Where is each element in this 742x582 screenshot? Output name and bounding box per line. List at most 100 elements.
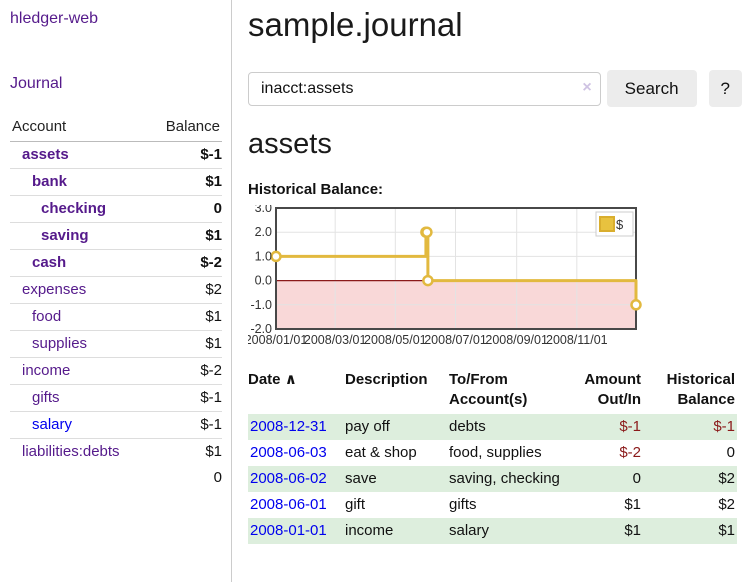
svg-text:$: $ <box>616 217 624 232</box>
account-balance: $-1 <box>148 384 222 412</box>
account-balance: $-1 <box>148 411 222 439</box>
account-balance: $1 <box>148 303 222 331</box>
register-row: 2008-01-01 income salary $1 $1 <box>248 518 737 544</box>
date-header-label: Date <box>248 371 281 388</box>
svg-text:1.0: 1.0 <box>255 249 272 263</box>
sort-ascending-icon: ∧ <box>284 371 297 388</box>
svg-text:0.0: 0.0 <box>255 274 272 288</box>
transaction-balance: $2 <box>718 496 735 513</box>
register-header-amount: Amount Out/In <box>584 371 641 408</box>
account-balance: $1 <box>148 222 222 250</box>
main-content: sample.journal × Search ? assets Histori… <box>245 0 742 582</box>
account-row: saving $1 <box>10 222 222 250</box>
transaction-description: eat & shop <box>345 444 417 461</box>
register-row: 2008-12-31 pay off debts $-1 $-1 <box>248 414 737 440</box>
account-link-food[interactable]: food <box>32 308 62 325</box>
transaction-balance: $2 <box>643 466 737 492</box>
account-row: gifts $-1 <box>10 384 222 412</box>
account-link-bank[interactable]: bank <box>32 173 68 190</box>
account-balance: 0 <box>148 195 222 223</box>
page-title: sample.journal <box>248 6 463 43</box>
account-link-cash[interactable]: cash <box>32 254 67 271</box>
transaction-accounts: gifts <box>449 496 477 513</box>
account-heading: assets <box>248 128 332 160</box>
account-link-salary[interactable]: salary <box>32 416 73 433</box>
transaction-accounts: salary <box>449 518 566 544</box>
account-balance: $-2 <box>148 357 222 385</box>
chart-label: Historical Balance: <box>248 181 384 198</box>
register-header-balance: Historical Balance <box>666 371 735 408</box>
transaction-date-link[interactable]: 2008-06-03 <box>250 444 327 461</box>
transaction-description: save <box>345 466 449 492</box>
accounts-header-row: Account Balance <box>10 114 222 142</box>
transaction-amount: $-2 <box>619 444 641 461</box>
account-link-expenses[interactable]: expenses <box>22 281 87 298</box>
account-row: income $-2 <box>10 357 222 385</box>
svg-text:2008/01/01: 2008/01/01 <box>248 333 307 347</box>
account-row: salary $-1 <box>10 411 222 439</box>
account-link-supplies[interactable]: supplies <box>32 335 88 352</box>
transaction-balance: $1 <box>643 518 737 544</box>
register-header-description: Description <box>345 371 428 388</box>
account-balance: $-2 <box>148 249 222 277</box>
transaction-balance: $-1 <box>643 414 737 440</box>
transaction-accounts: debts <box>449 414 566 440</box>
account-link-assets[interactable]: assets <box>22 146 69 163</box>
account-balance: $1 <box>148 330 222 358</box>
search-form: × Search ? <box>248 70 742 107</box>
account-balance: $2 <box>148 276 222 304</box>
accounts-total-spacer <box>10 465 148 491</box>
help-button[interactable]: ? <box>708 70 742 107</box>
account-link-gifts[interactable]: gifts <box>32 389 60 406</box>
chart-canvas: $3.0 2.0 1.0 0.0 -1.0 -2.02008/01/012008/03/0… <box>245 201 642 347</box>
register-header-date[interactable]: Date ∧ <box>248 368 345 414</box>
account-link-income[interactable]: income <box>22 362 71 379</box>
sidebar-item-journal[interactable]: Journal <box>10 75 63 92</box>
search-input-wrap: × <box>248 71 601 106</box>
transaction-amount: $1 <box>566 518 643 544</box>
sidebar: hledger-web Journal Account Balance asse… <box>0 0 232 582</box>
svg-text:2008/05/01: 2008/05/01 <box>364 333 427 347</box>
accounts-total-value: 0 <box>213 469 222 486</box>
accounts-table: Account Balance assets $-1 bank $1 checking 0… <box>10 114 222 491</box>
historical-balance-chart[interactable]: $3.0 2.0 1.0 0.0 -1.0 -2.0 2008/01/01 2008/03/0… <box>245 201 742 355</box>
account-row: expenses $2 <box>10 276 222 304</box>
register-row: 2008-06-01 gift gifts $1 $2 <box>248 492 737 518</box>
account-row: assets $-1 <box>10 142 222 169</box>
search-button[interactable]: Search <box>606 70 697 107</box>
account-link-checking[interactable]: checking <box>41 200 107 217</box>
account-row: checking 0 <box>10 195 222 223</box>
svg-text:3.0: 3.0 <box>255 205 272 215</box>
transaction-date-link[interactable]: 2008-06-01 <box>250 496 327 513</box>
app-title-link[interactable]: hledger-web <box>10 10 99 27</box>
transaction-date-link[interactable]: 2008-12-31 <box>250 418 327 435</box>
register-row: 2008-06-03 eat & shop food, supplies $-2 0 <box>248 440 737 466</box>
transaction-accounts: saving, checking <box>449 466 566 492</box>
clear-search-icon[interactable]: × <box>582 78 592 96</box>
transaction-description: gift <box>345 496 366 513</box>
account-balance: $1 <box>148 168 222 196</box>
svg-text:2008/07/01: 2008/07/01 <box>424 333 487 347</box>
transaction-amount: $1 <box>624 496 641 513</box>
accounts-total-row: 0 <box>10 465 222 491</box>
register-row: 2008-06-02 save saving, checking 0 $2 <box>248 466 737 492</box>
transaction-date-link[interactable]: 2008-06-02 <box>250 470 327 487</box>
accounts-header-balance: Balance <box>148 114 222 142</box>
search-input[interactable] <box>248 71 601 106</box>
register-table: Date ∧ Description To/From Account(s) Am… <box>248 368 737 544</box>
account-link-liabilities-debts[interactable]: liabilities:debts <box>22 443 120 460</box>
svg-text:2008/03/01: 2008/03/01 <box>304 333 367 347</box>
account-link-saving[interactable]: saving <box>41 227 89 244</box>
transaction-date-link[interactable]: 2008-01-01 <box>250 522 327 539</box>
account-row: liabilities:debts $1 <box>10 438 222 465</box>
register-header-row: Date ∧ Description To/From Account(s) Am… <box>248 368 737 414</box>
account-row: food $1 <box>10 303 222 331</box>
transaction-balance: 0 <box>726 444 735 461</box>
register-header-accounts: To/From Account(s) <box>449 371 528 408</box>
account-balance: $-1 <box>200 146 222 163</box>
transaction-description: pay off <box>345 414 449 440</box>
transaction-amount: $-1 <box>566 414 643 440</box>
svg-text:-2.0: -2.0 <box>250 322 272 336</box>
transaction-amount: 0 <box>566 466 643 492</box>
account-balance: $1 <box>148 438 222 465</box>
